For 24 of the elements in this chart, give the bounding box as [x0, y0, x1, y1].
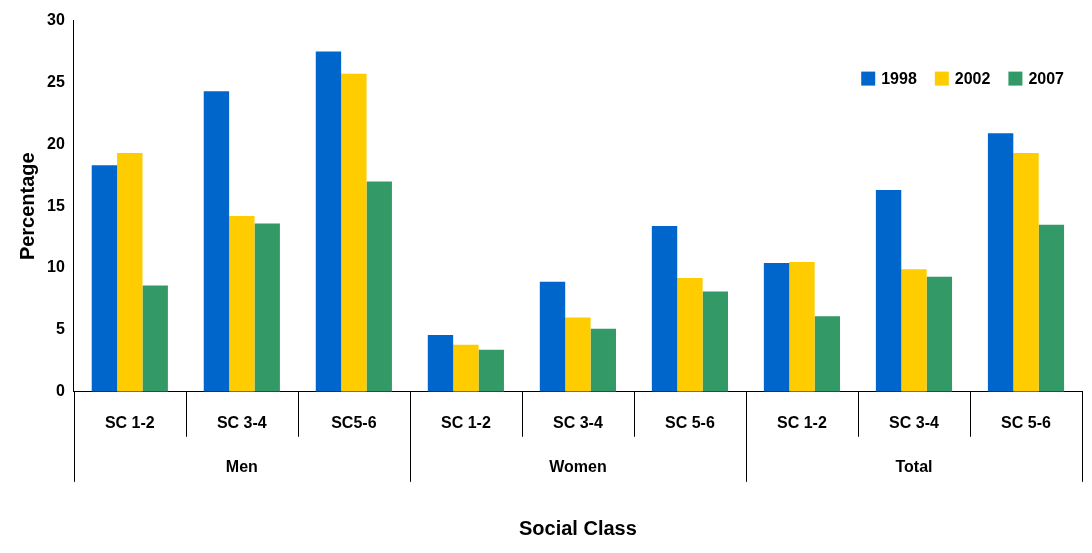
y-axis-title: Percentage: [15, 152, 38, 261]
legend-label: 1998: [881, 70, 917, 88]
y-tick-label: 0: [55, 382, 65, 400]
text: Men: [225, 458, 258, 476]
x-tick-label: SC5-6: [331, 413, 377, 431]
legend-label: 2007: [1028, 70, 1065, 88]
text: Total: [895, 458, 933, 476]
y-tick-label: 5: [55, 320, 65, 338]
y-tick-label: 20: [47, 134, 65, 152]
x-tick-label: SC 1-2: [777, 413, 827, 431]
x-tick-label: SC 1-2: [440, 413, 491, 431]
x-tick-label: SC 3-4: [216, 413, 267, 431]
text: Women: [549, 458, 607, 476]
y-tick-label: 25: [47, 72, 65, 90]
x-tick-label: SC 5-6: [665, 413, 715, 431]
y-tick-label: 30: [47, 11, 65, 29]
y-tick-label: 15: [47, 196, 65, 214]
legend-label: 2002: [954, 70, 991, 88]
x-tick-label: SC 3-4: [553, 413, 603, 431]
x-axis-title: Social Class: [518, 516, 637, 539]
x-tick-label: SC 5-6: [1001, 413, 1051, 431]
x-tick-label: SC 1-2: [104, 413, 155, 431]
y-tick-label: 10: [47, 258, 65, 276]
x-tick-label: SC 3-4: [889, 413, 939, 431]
